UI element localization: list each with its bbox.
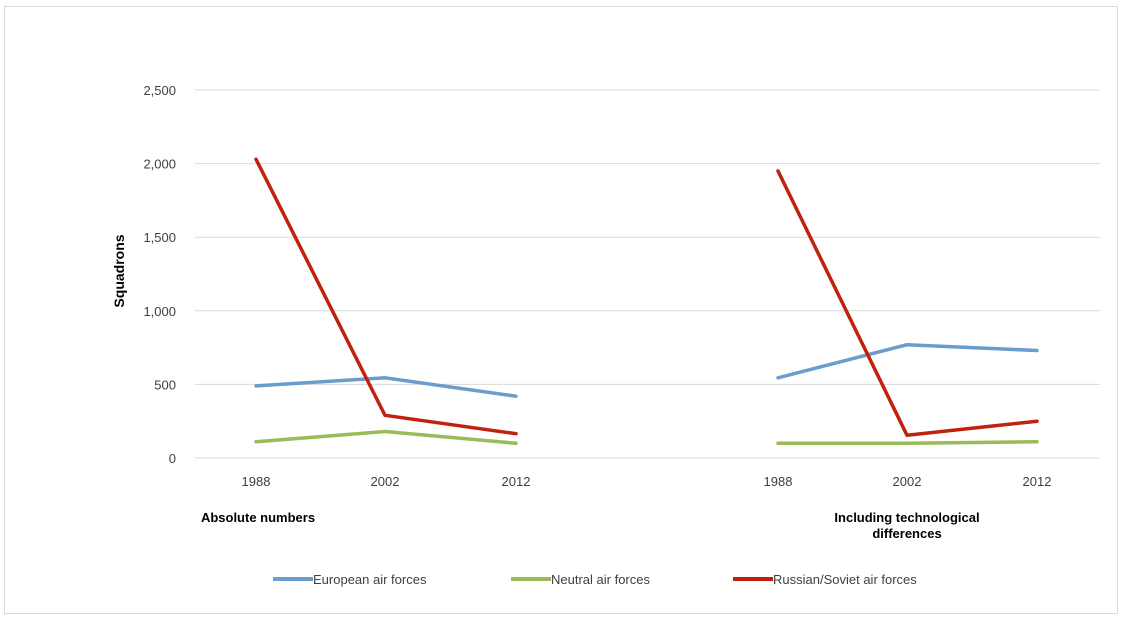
group-label-line: Absolute numbers: [201, 510, 315, 525]
group-label: Including technological differences: [834, 510, 979, 541]
series-line-russian-soviet-air-forces: [254, 157, 518, 436]
y-tick-label: 500: [154, 377, 176, 392]
group-label: Absolute numbers: [201, 510, 315, 525]
y-tick-label: 0: [169, 451, 176, 466]
series-line-european-air-forces: [776, 342, 1039, 380]
x-tick-label: 2012: [502, 474, 531, 489]
series-line-neutral-air-forces: [254, 429, 518, 446]
legend-label: European air forces: [313, 572, 427, 587]
series-line-neutral-air-forces: [776, 440, 1039, 446]
y-tick-label: 2,000: [143, 157, 176, 172]
group-label-line: Including technological: [834, 510, 979, 525]
series-line-european-air-forces: [254, 376, 518, 398]
y-tick-label: 1,000: [143, 304, 176, 319]
x-tick-label: 1988: [764, 474, 793, 489]
legend: European air forces Neutral air forces Rus…: [273, 572, 917, 587]
legend-label: Russian/Soviet air forces: [773, 572, 917, 587]
x-tick-label: 2002: [371, 474, 400, 489]
group-labels: Absolute numbers Including technological d…: [201, 510, 980, 541]
y-axis-ticks: 0 500 1,000 1,500 2,000 2,500: [143, 83, 176, 466]
x-axis-ticks: 1988 2002 2012 1988 2002 2012: [242, 474, 1052, 489]
y-tick-label: 1,500: [143, 230, 176, 245]
series-line-russian-soviet-air-forces: [776, 169, 1039, 437]
x-tick-label: 1988: [242, 474, 271, 489]
x-tick-label: 2012: [1023, 474, 1052, 489]
legend-label: Neutral air forces: [551, 572, 650, 587]
y-axis-title: Squadrons: [111, 234, 127, 307]
y-tick-label: 2,500: [143, 83, 176, 98]
x-tick-label: 2002: [893, 474, 922, 489]
series-lines: [254, 157, 1039, 446]
gridlines: [195, 89, 1100, 459]
group-label-line: differences: [872, 526, 941, 541]
chart-frame: [4, 6, 1118, 614]
